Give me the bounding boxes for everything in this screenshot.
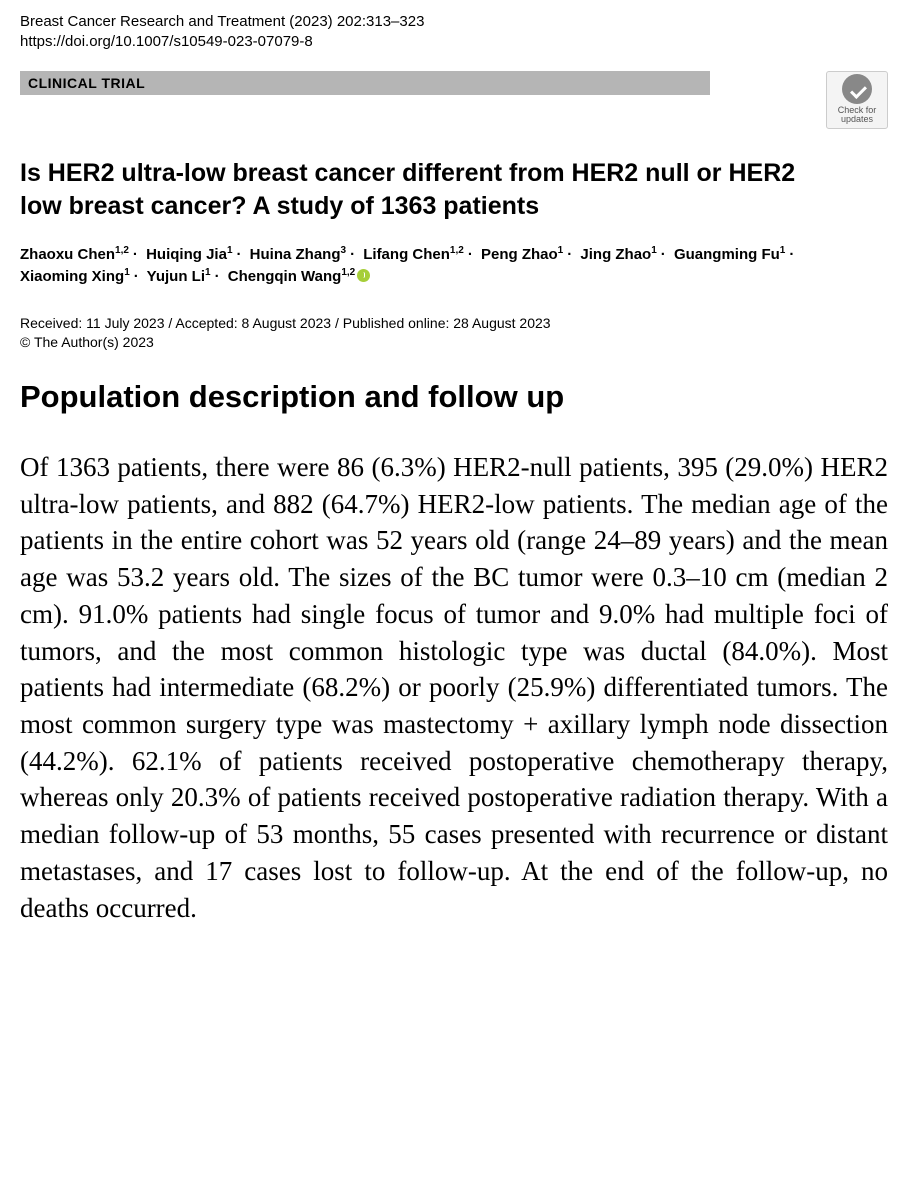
author-separator: · — [215, 268, 220, 285]
journal-citation: Breast Cancer Research and Treatment (20… — [20, 12, 888, 32]
author-affiliation: 1 — [651, 245, 657, 256]
article-title: Is HER2 ultra-low breast cancer differen… — [20, 157, 800, 222]
author-affiliation: 1 — [780, 245, 786, 256]
author-separator: · — [237, 246, 242, 263]
author-separator: · — [567, 246, 572, 263]
author: Xiaoming Xing — [20, 268, 124, 285]
author-affiliation: 1 — [205, 267, 211, 278]
author-separator: · — [468, 246, 473, 263]
check-for-updates-badge[interactable]: Check for updates — [826, 71, 888, 130]
author-separator: · — [661, 246, 666, 263]
author: Peng Zhao — [481, 246, 558, 263]
journal-header: Breast Cancer Research and Treatment (20… — [20, 12, 888, 53]
author-affiliation: 1 — [558, 245, 564, 256]
doi-link[interactable]: https://doi.org/10.1007/s10549-023-07079… — [20, 33, 313, 50]
author-affiliation: 1 — [124, 267, 130, 278]
author: Guangming Fu — [674, 246, 780, 263]
check-updates-line2: updates — [829, 115, 885, 125]
dates-line: Received: 11 July 2023 / Accepted: 8 Aug… — [20, 314, 888, 334]
article-type-tag: CLINICAL TRIAL — [20, 71, 710, 95]
author-list: Zhaoxu Chen1,2· Huiqing Jia1· Huina Zhan… — [20, 244, 800, 288]
author-separator: · — [134, 268, 139, 285]
tag-row: CLINICAL TRIAL Check for updates — [20, 71, 888, 130]
check-updates-icon — [842, 74, 872, 104]
publication-dates: Received: 11 July 2023 / Accepted: 8 Aug… — [20, 314, 888, 353]
author-affiliation: 1,2 — [115, 245, 129, 256]
author: Chengqin Wang — [228, 268, 342, 285]
author-separator: · — [133, 246, 138, 263]
section-heading: Population description and follow up — [20, 379, 888, 415]
author-separator: · — [789, 246, 794, 263]
copyright-line: © The Author(s) 2023 — [20, 333, 888, 353]
author: Zhaoxu Chen — [20, 246, 115, 263]
author-affiliation: 1 — [227, 245, 233, 256]
author: Jing Zhao — [580, 246, 651, 263]
author: Huina Zhang — [250, 246, 341, 263]
author: Huiqing Jia — [146, 246, 227, 263]
author-separator: · — [350, 246, 355, 263]
author-affiliation: 1,2 — [341, 267, 355, 278]
author-affiliation: 1,2 — [450, 245, 464, 256]
author-affiliation: 3 — [341, 245, 347, 256]
body-paragraph: Of 1363 patients, there were 86 (6.3%) H… — [20, 449, 888, 926]
author: Yujun Li — [147, 268, 205, 285]
author: Lifang Chen — [363, 246, 450, 263]
orcid-icon[interactable] — [357, 269, 370, 282]
